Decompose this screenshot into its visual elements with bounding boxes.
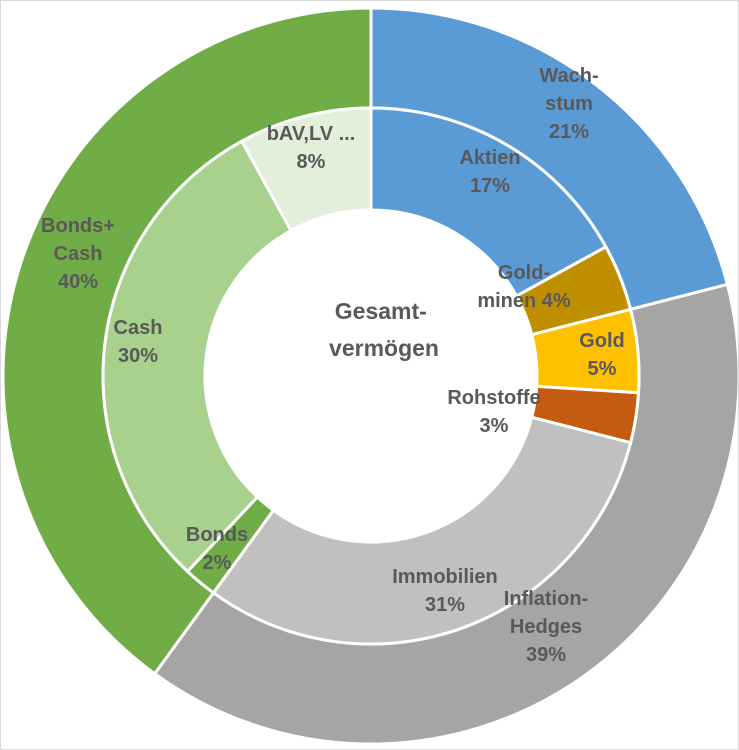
inner-label-immobilien: Immobilien 31% [392, 566, 498, 616]
inner-ring [101, 106, 641, 646]
outer-label-bonds-cash: Bonds+ Cash 40% [41, 215, 115, 293]
outer-label-wachstum: Wach-stum 21% [539, 65, 598, 143]
inner-label-gold: Gold 5% [579, 330, 625, 380]
inner-label-cash: Cash 30% [114, 317, 163, 367]
outer-label-inflation-hedges: Inflation-Hedges 39% [504, 588, 588, 666]
inner-label-bav-lv: bAV,LV ... 8% [267, 123, 356, 173]
data-labels: Wach-stum 21% Inflation-Hedges 39% Bonds+ Cas… [41, 65, 625, 666]
center-label: Gesamt- vermögen [329, 298, 439, 361]
inner-slice-immobilien [211, 415, 633, 646]
inner-label-rohstoffe: Rohstoffe 3% [447, 387, 540, 437]
inner-label-goldminen: Gold-minen 4% [477, 262, 571, 312]
inner-label-bonds: Bonds 2% [186, 524, 248, 574]
inner-slice-bav-lv [239, 106, 373, 233]
inner-slice-cash [101, 139, 294, 574]
inner-label-aktien: Aktien 17% [459, 147, 520, 197]
